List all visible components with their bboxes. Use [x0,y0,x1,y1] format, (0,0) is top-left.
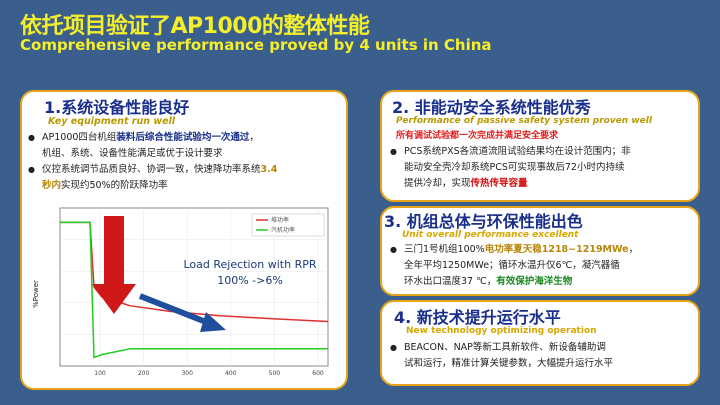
chart-svg: %Power 堆功率 汽机功率 100 200 300 400 500 600 [32,207,329,377]
page-subtitle: Comprehensive performance proved by 4 un… [20,36,492,54]
list-item: 秒内实现约50%的阶跃降功率 [42,180,168,191]
panel4-title-cn: 4. 新技术提升运行水平 [394,308,561,327]
list-item: 环水出口温度37 ℃，有效保护海洋生物 [404,276,573,287]
panel3-bullets: 三门1号机组100%电功率夏天稳1218~1219MWe， 全年平均1250MW… [390,242,696,290]
list-item: BEACON、NAP等新工具新软件、新设备辅助调 [390,340,696,356]
legend-item-turbine: 汽机功率 [271,226,295,234]
panel-new-technology: 4. 新技术提升运行水平 New technology optimizing o… [380,300,700,386]
list-item: 提供冷却，实现传热传导容量 [404,178,528,189]
arrow-down-icon [92,216,136,314]
x-tick-label: 300 [181,370,193,377]
caption-line1: Load Rejection with RPR [183,258,317,271]
list-item: PCS系统PXS各流道流阻试验结果均在设计范围内；非 [390,144,696,160]
list-item: 能动安全壳冷却系统PCS可实现事故后72小时内持续 [404,162,625,173]
panel-passive-safety: 2. 非能动安全系统性能优秀 Performance of passive sa… [380,90,700,202]
chart-caption: Load Rejection with RPR 100% ->6% [165,257,335,289]
list-item: 仪控系统调节品质良好、协调一致，快速降功率系统3.4 [28,162,344,178]
panel2-title-cn: 2. 非能动安全系统性能优秀 [392,98,591,117]
panel4-title-en: New technology optimizing operation [406,326,597,336]
legend-item-reactor: 堆功率 [271,216,289,224]
x-tick-label: 100 [94,370,106,377]
load-rejection-chart: %Power 堆功率 汽机功率 100 200 300 400 500 600 [30,204,335,380]
panel3-title-cn: 3. 机组总体与环保性能出色 [384,212,583,231]
chart-legend [251,213,325,237]
panel2-subtitle: 所有调试试验都一次完成并满足安全要求 [396,131,559,141]
series-turbine-power [60,221,328,359]
x-tick-label: 500 [269,370,281,377]
caption-line2: 100% ->6% [217,274,283,287]
panel1-title-en: Key equipment run well [48,116,176,127]
panel2-title-en: Performance of passive safety system pro… [396,116,652,126]
list-item: 机组、系统、设备性能满足或优于设计要求 [42,148,223,159]
panel1-bullets: AP1000四台机组装料后综合性能试验均一次通过， 机组、系统、设备性能满足或优… [28,130,344,194]
page-title: 依托项目验证了AP1000的整体性能 [20,14,370,39]
x-tick-label: 600 [312,370,324,377]
panel-overall-performance: 3. 机组总体与环保性能出色 Unit overall performance … [380,206,700,296]
list-item: 三门1号机组100%电功率夏天稳1218~1219MWe， [390,242,696,258]
x-tick-label: 400 [225,370,237,377]
x-tick-label: 200 [138,370,150,377]
list-item: 试和运行，精准计算关键参数，大幅提升运行水平 [404,358,614,369]
panel3-title-en: Unit overall performance excellent [402,230,579,240]
chart-ylabel: %Power [32,280,40,308]
panel2-bullets: PCS系统PXS各流道流阻试验结果均在设计范围内；非 能动安全壳冷却系统PCS可… [390,144,696,192]
list-item: 全年平均1250MWe；循环水温升仅6℃，凝汽器循 [404,260,620,271]
arrow-diagonal-icon [138,293,226,332]
list-item: AP1000四台机组装料后综合性能试验均一次通过， [28,130,344,146]
panel4-bullets: BEACON、NAP等新工具新软件、新设备辅助调 试和运行，精准计算关键参数，大… [390,340,696,372]
panel1-title-cn: 1.系统设备性能良好 [44,98,190,117]
